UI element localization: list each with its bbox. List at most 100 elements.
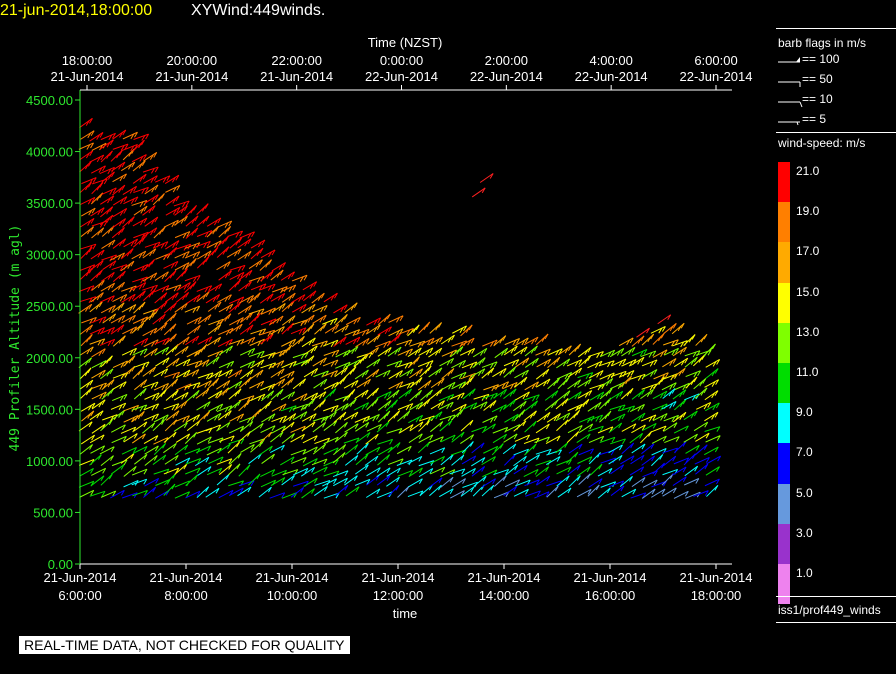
wind-barb-flag: [383, 342, 388, 348]
wind-barb: [536, 411, 551, 423]
wind-barb-flag: [375, 414, 380, 420]
wind-barb-flag: [672, 401, 677, 407]
wind-barb-flag: [267, 400, 272, 407]
quality-warning: REAL-TIME DATA, NOT CHECKED FOR QUALITY: [19, 636, 351, 654]
wind-barb-flag: [607, 361, 611, 368]
wind-barb-flag: [107, 197, 111, 204]
wind-barb-flag: [218, 390, 223, 396]
wind-barb: [112, 238, 126, 249]
wind-barb-flag: [171, 483, 176, 490]
wind-barb-flag: [626, 371, 631, 378]
wind-barb-flag: [671, 349, 676, 356]
wind-barb-flag: [142, 388, 147, 394]
wind-barb: [99, 295, 115, 303]
wind-barb: [100, 355, 113, 368]
wind-barb-flag: [148, 292, 153, 298]
wind-barb-flag: [577, 391, 582, 397]
wind-barb: [79, 467, 94, 477]
wind-barb-flag: [237, 388, 242, 395]
wind-barb: [418, 460, 435, 467]
wind-barb: [111, 435, 127, 444]
wind-barb-flag: [566, 412, 571, 419]
x2-tick-date: 22-Jun-2014: [470, 69, 543, 84]
wind-barb: [557, 376, 570, 389]
wind-barb: [174, 480, 190, 488]
wind-barb-flag: [87, 228, 91, 235]
wind-barb-flag: [130, 133, 135, 140]
wind-barb-flag: [122, 381, 127, 387]
wind-barb: [662, 373, 678, 380]
wind-barb: [704, 426, 721, 432]
wind-barb: [249, 338, 265, 346]
wind-barb: [672, 367, 686, 379]
wind-barb-flag: [246, 371, 251, 377]
wind-barb-flag: [632, 423, 637, 430]
wind-barb-flag: [344, 366, 348, 373]
wind-barb-flag: [335, 492, 340, 499]
wind-barb-flag: [330, 341, 335, 347]
wind-barb-flag: [237, 453, 242, 459]
wind-barb: [89, 454, 102, 466]
wind-barb-flag: [320, 341, 325, 348]
wind-barb: [314, 480, 331, 486]
wind-barb: [101, 388, 114, 400]
wind-barb: [514, 337, 529, 347]
wind-barb: [153, 468, 170, 475]
x-tick-date: 21-Jun-2014: [680, 570, 753, 585]
wind-barb: [290, 294, 306, 304]
wind-barb: [184, 369, 200, 378]
wind-barb: [597, 426, 614, 434]
wind-barb-flag: [129, 248, 134, 254]
wind-barb: [621, 488, 637, 498]
wind-barb: [396, 339, 412, 346]
wind-barb-flag: [359, 358, 364, 364]
wind-barb: [196, 380, 212, 389]
wind-barb-flag: [503, 434, 508, 440]
wind-barb: [227, 400, 242, 411]
wind-barb: [89, 490, 106, 497]
wind-barb: [186, 294, 201, 304]
wind-barb-flag: [522, 400, 527, 407]
wind-barb-flag: [494, 446, 499, 452]
wind-barb-flag: [139, 176, 144, 182]
wind-barb-flag: [84, 359, 89, 366]
wind-barb: [661, 382, 677, 391]
wind-barb-flag: [669, 384, 674, 390]
wind-barb-flag: [107, 297, 112, 303]
wind-barb-flag: [684, 425, 689, 432]
wind-barb-flag: [292, 284, 297, 291]
wind-barb: [258, 445, 273, 456]
wind-barb-flag: [662, 435, 667, 442]
wind-barb-flag: [96, 412, 101, 419]
wind-barb: [481, 423, 496, 434]
wind-barb-flag: [386, 370, 391, 376]
wind-barb-flag: [154, 216, 159, 223]
wind-barb-flag: [269, 270, 274, 277]
wind-barb: [123, 404, 139, 412]
wind-barb-flag: [344, 431, 348, 438]
wind-barb: [418, 347, 434, 356]
wind-barb-flag: [680, 323, 685, 329]
wind-barb-flag: [351, 389, 356, 395]
wind-barb: [312, 466, 328, 475]
wind-barb-flag: [448, 383, 452, 390]
wind-barb-flag: [607, 351, 612, 358]
wind-barb-flag: [492, 423, 496, 430]
wind-barb-flag: [573, 381, 578, 388]
wind-barb-flag: [107, 274, 112, 280]
wind-barb: [217, 369, 233, 378]
wind-barb: [579, 415, 595, 423]
wind-barb-flag: [205, 215, 210, 222]
wind-barb-flag: [558, 449, 563, 456]
wind-barb: [608, 454, 623, 465]
wind-barb: [332, 470, 349, 477]
wind-barb-flag: [493, 415, 498, 422]
wind-barb-flag: [406, 383, 411, 389]
wind-barb-flag: [658, 327, 663, 334]
wind-barb-flag: [277, 380, 282, 387]
wind-barb-flag: [86, 144, 91, 150]
wind-barb: [228, 338, 245, 345]
wind-barb: [620, 455, 635, 465]
wind-barb: [641, 455, 655, 466]
wind-barb: [240, 336, 256, 345]
